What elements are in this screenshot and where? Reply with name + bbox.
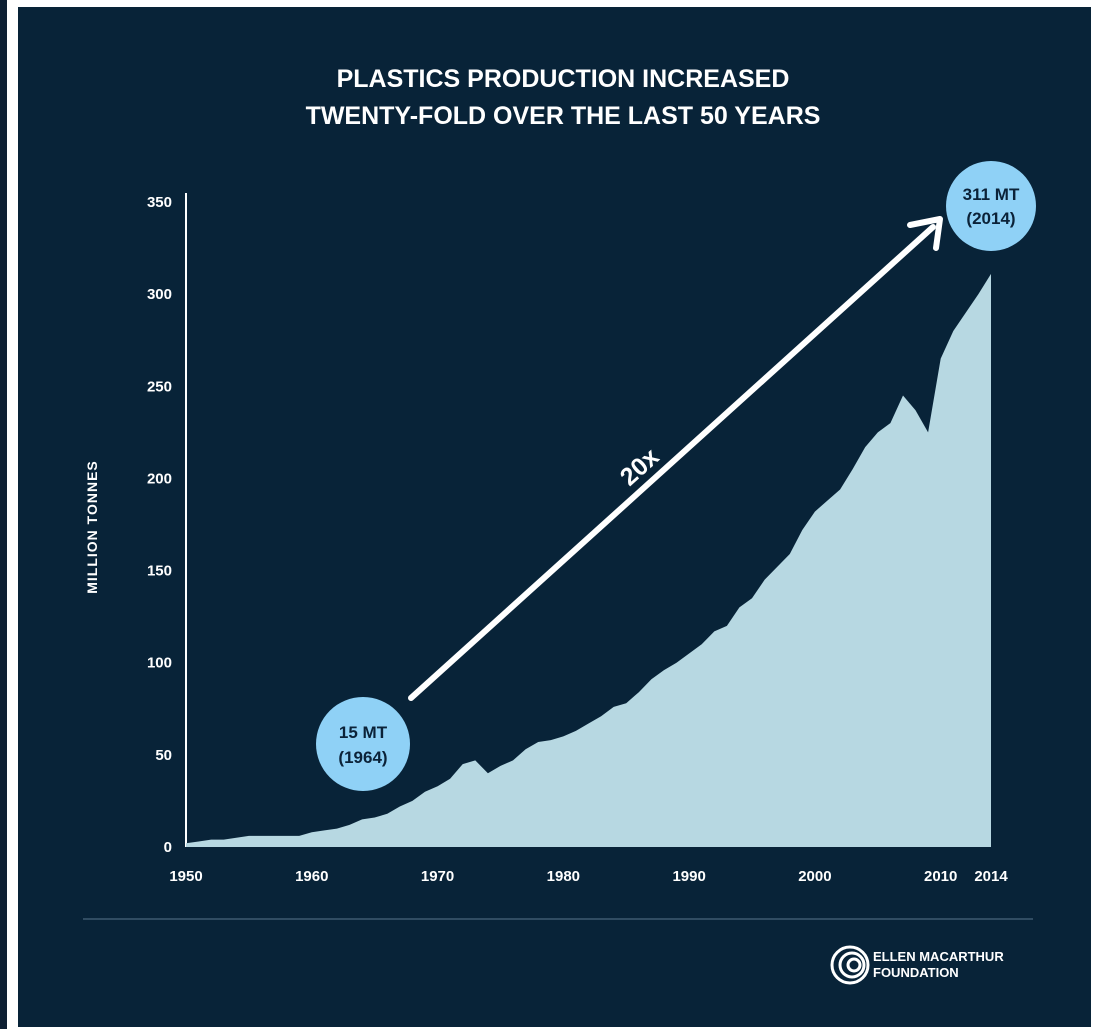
y-tick-label-100: 100	[147, 655, 172, 672]
infographic-panel: PLASTICS PRODUCTION INCREASED TWENTY-FOL…	[18, 7, 1091, 1027]
chart-title-line-2: TWENTY-FOLD OVER THE LAST 50 YEARS	[306, 102, 821, 130]
arrow	[408, 216, 943, 701]
x-tick-label-2014: 2014	[974, 868, 1008, 885]
y-tick-label-200: 200	[147, 470, 172, 487]
y-axis-label: MILLION TONNES	[84, 460, 100, 594]
bubble-1964-shape	[316, 697, 410, 791]
logo-line-2: FOUNDATION	[873, 965, 959, 980]
arrow-shaft	[408, 224, 936, 701]
arrow-label: 20x	[615, 443, 665, 492]
y-tick-label-150: 150	[147, 563, 172, 580]
x-tick-label-1990: 1990	[672, 868, 705, 885]
bubble-2014-shape	[946, 161, 1036, 251]
bubble-1964-line-2: (1964)	[338, 748, 387, 767]
x-tick-label-1980: 1980	[547, 868, 580, 885]
chart-svg: PLASTICS PRODUCTION INCREASED TWENTY-FOL…	[83, 65, 1036, 985]
arrow-head	[907, 216, 943, 251]
bubble-2014: 311 MT (2014)	[946, 161, 1036, 251]
x-tick-labels: 1950 1960 1970 1980 1990 2000 2010 2014	[169, 868, 1008, 885]
x-tick-label-2000: 2000	[798, 868, 831, 885]
x-tick-label-1950: 1950	[169, 868, 202, 885]
y-tick-label-0: 0	[164, 839, 172, 856]
bubble-2014-line-1: 311 MT	[963, 185, 1020, 204]
bubble-1964-line-1: 15 MT	[339, 723, 388, 742]
bubble-1964: 15 MT (1964)	[316, 697, 410, 791]
x-tick-label-1960: 1960	[295, 868, 328, 885]
y-tick-label-50: 50	[155, 747, 172, 764]
y-tick-label-250: 250	[147, 378, 172, 395]
bubble-2014-line-2: (2014)	[966, 209, 1015, 228]
x-tick-label-1970: 1970	[421, 868, 454, 885]
concentric-rings-logo-icon	[830, 945, 870, 985]
left-edge-bar	[0, 0, 7, 1029]
x-tick-label-2010: 2010	[924, 868, 957, 885]
y-tick-label-300: 300	[147, 286, 172, 303]
chart-title-line-1: PLASTICS PRODUCTION INCREASED	[337, 65, 790, 93]
foundation-logo: ELLEN MACARTHUR FOUNDATION	[830, 945, 1004, 985]
production-area	[186, 273, 991, 847]
y-tick-label-350: 350	[147, 194, 172, 211]
logo-line-1: ELLEN MACARTHUR	[873, 949, 1004, 964]
y-tick-labels: 0 50 100 150 200 250 300 350	[147, 194, 172, 856]
